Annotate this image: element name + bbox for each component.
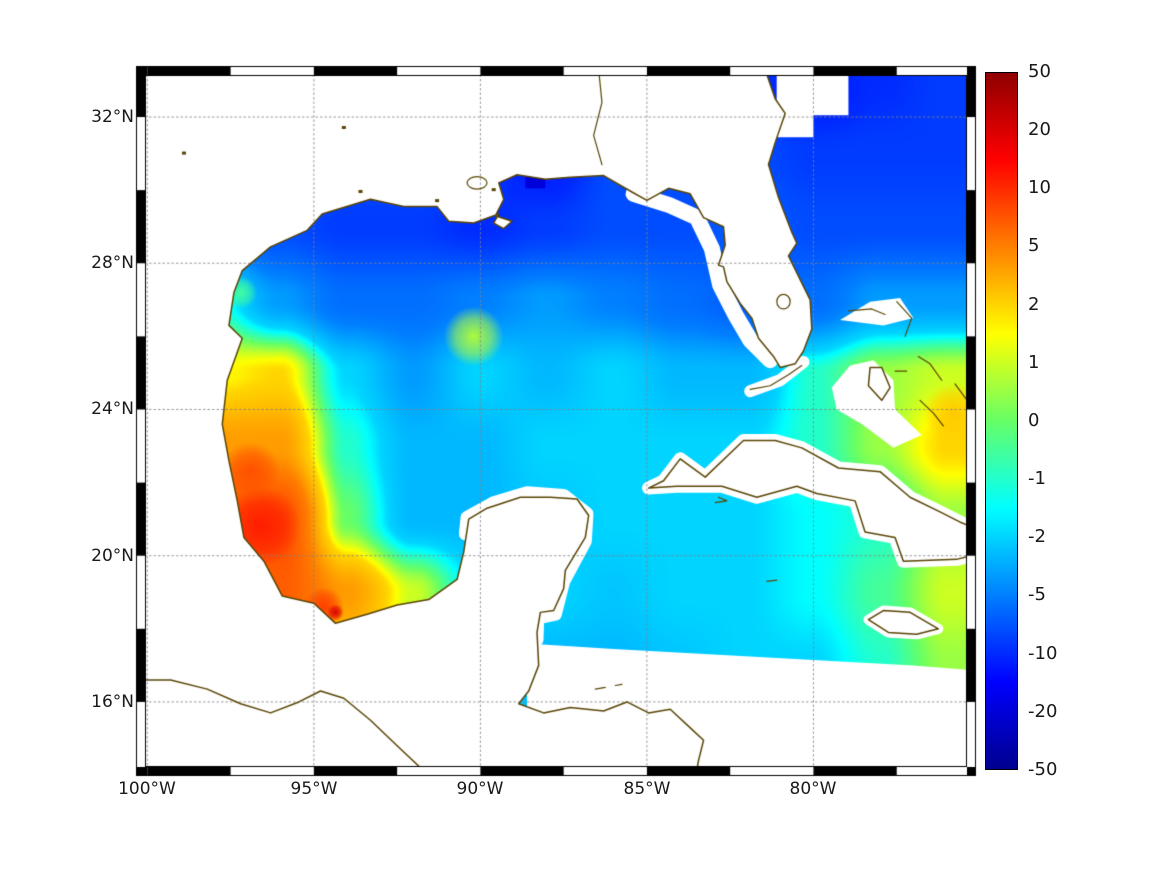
colorbar-tick-label: -5 [1028,584,1046,605]
y-tick-label: 24°N [91,399,134,419]
x-tick-label: 85°W [623,779,671,799]
colorbar-tick-label: 5 [1028,235,1040,256]
colorbar-tick-label: 1 [1028,352,1040,373]
colorbar-tick-label: -20 [1028,701,1058,722]
colorbar-tick-label: 50 [1028,61,1051,82]
colorbar-tick-label: -1 [1028,468,1046,489]
x-tick-label: 90°W [456,779,504,799]
colorbar-tick-label: -2 [1028,526,1046,547]
colorbar-tick-label: 0 [1028,410,1040,431]
colorbar-tick-label: 2 [1028,294,1040,315]
x-tick-label: 95°W [290,779,338,799]
y-tick-label: 20°N [91,546,134,566]
y-tick-label: 16°N [91,692,134,712]
colorbar-tick-label: 20 [1028,119,1051,140]
colorbar [985,72,1018,770]
colorbar-tick-label: 10 [1028,177,1051,198]
y-tick-label: 32°N [91,107,134,127]
x-tick-label: 80°W [789,779,837,799]
x-tick-label: 100°W [118,779,176,799]
colorbar-tick-label: -50 [1028,759,1058,780]
y-tick-label: 28°N [91,253,134,273]
colorbar-tick-label: -10 [1028,643,1058,664]
